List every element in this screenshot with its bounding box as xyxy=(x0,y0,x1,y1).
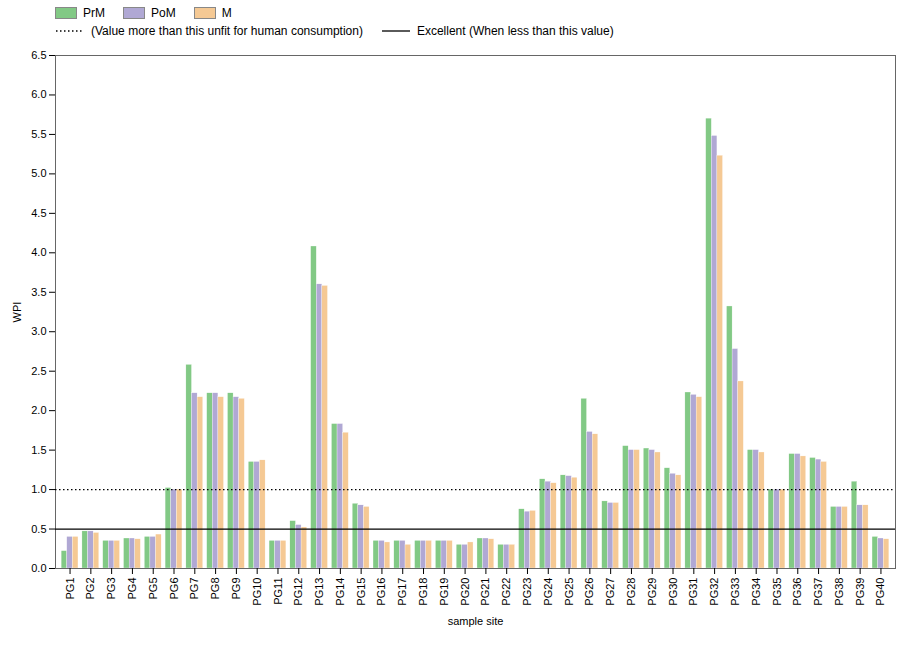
svg-text:1.0: 1.0 xyxy=(31,483,46,495)
svg-text:PG9: PG9 xyxy=(230,578,242,600)
html-text:(Value more than this unfit fo: (Value more than this unfit for human co… xyxy=(91,24,363,38)
svg-text:2.5: 2.5 xyxy=(31,365,46,377)
svg-text:2.0: 2.0 xyxy=(31,404,46,416)
svg-text:PG34: PG34 xyxy=(750,578,762,606)
svg-text:5.5: 5.5 xyxy=(31,128,46,140)
svg-text:PG15: PG15 xyxy=(355,578,367,606)
svg-text:PG7: PG7 xyxy=(188,578,200,600)
svg-text:PG16: PG16 xyxy=(375,578,387,606)
svg-text:PG22: PG22 xyxy=(500,578,512,606)
svg-text:PG31: PG31 xyxy=(687,578,699,606)
svg-text:6.5: 6.5 xyxy=(31,49,46,61)
svg-text:PG35: PG35 xyxy=(771,578,783,606)
svg-text:PG40: PG40 xyxy=(874,578,886,606)
svg-text:PG27: PG27 xyxy=(604,578,616,606)
svg-text:PG29: PG29 xyxy=(646,578,658,606)
svg-text:PG2: PG2 xyxy=(84,578,96,600)
svg-text:4.5: 4.5 xyxy=(31,207,46,219)
svg-text:0.5: 0.5 xyxy=(31,523,46,535)
svg-text:PG19: PG19 xyxy=(438,578,450,606)
svg-text:PG11: PG11 xyxy=(271,578,283,605)
svg-text:4.0: 4.0 xyxy=(31,246,46,258)
svg-text:3.0: 3.0 xyxy=(31,325,46,337)
html-text:Excellent (When less than this: Excellent (When less than this value) xyxy=(416,24,614,38)
svg-text:PG26: PG26 xyxy=(583,578,595,606)
svg-text:PG21: PG21 xyxy=(479,578,491,606)
svg-text:PG4: PG4 xyxy=(126,578,138,600)
svg-text:PG17: PG17 xyxy=(396,578,408,606)
svg-text:PG14: PG14 xyxy=(334,578,346,606)
svg-text:PG1: PG1 xyxy=(64,578,76,600)
html-text:PrM: PrM xyxy=(83,6,105,20)
svg-text:PG13: PG13 xyxy=(313,578,325,606)
svg-text:PG25: PG25 xyxy=(563,578,575,606)
svg-text:0.0: 0.0 xyxy=(31,562,46,574)
html-text:M: M xyxy=(221,6,232,20)
svg-text:3.5: 3.5 xyxy=(31,286,46,298)
svg-text:6.0: 6.0 xyxy=(31,88,46,100)
svg-text:PG5: PG5 xyxy=(147,578,159,600)
svg-text:PG33: PG33 xyxy=(729,578,741,606)
svg-text:5.0: 5.0 xyxy=(31,167,46,179)
svg-text:PG36: PG36 xyxy=(791,578,803,606)
svg-text:PG12: PG12 xyxy=(292,578,304,606)
svg-text:PG6: PG6 xyxy=(168,578,180,600)
svg-text:1.5: 1.5 xyxy=(31,444,46,456)
svg-text:PG10: PG10 xyxy=(251,578,263,606)
svg-text:PG32: PG32 xyxy=(708,578,720,606)
svg-text:PG20: PG20 xyxy=(459,578,471,606)
svg-text:PG39: PG39 xyxy=(854,578,866,606)
html-text:PoM: PoM xyxy=(151,6,176,20)
svg-text:PG37: PG37 xyxy=(812,578,824,606)
svg-text:PG3: PG3 xyxy=(105,578,117,600)
svg-text:PG18: PG18 xyxy=(417,578,429,606)
svg-text:PG38: PG38 xyxy=(833,578,845,606)
svg-text:sample site: sample site xyxy=(448,615,504,627)
svg-text:PG23: PG23 xyxy=(521,578,533,606)
svg-text:PG28: PG28 xyxy=(625,578,637,606)
svg-text:WPI: WPI xyxy=(11,302,23,323)
svg-text:PG24: PG24 xyxy=(542,578,554,606)
svg-text:PG30: PG30 xyxy=(667,578,679,606)
svg-text:PG8: PG8 xyxy=(209,578,221,600)
